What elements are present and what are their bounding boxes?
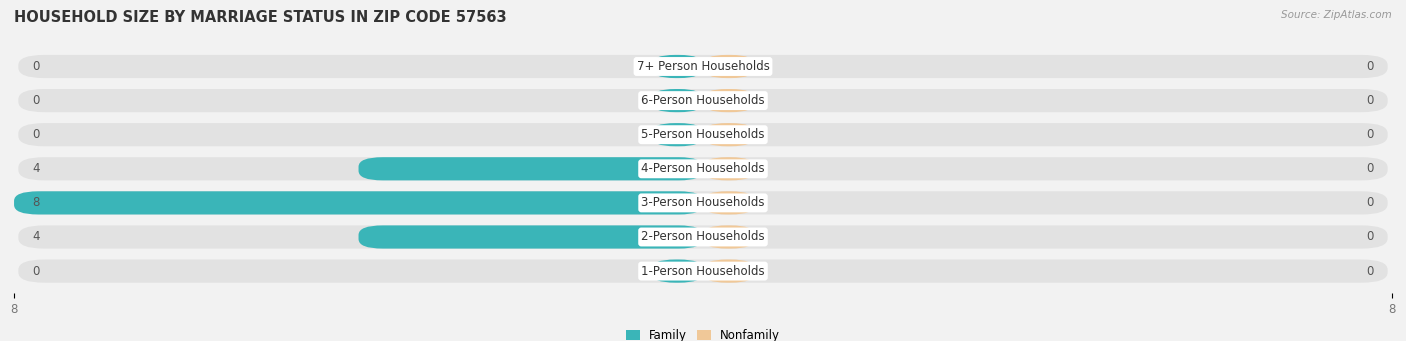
FancyBboxPatch shape [703,157,755,180]
Text: 3-Person Households: 3-Person Households [641,196,765,209]
FancyBboxPatch shape [651,89,703,112]
Text: 4: 4 [32,162,39,175]
Text: 6-Person Households: 6-Person Households [641,94,765,107]
Text: 0: 0 [1367,128,1374,141]
FancyBboxPatch shape [18,89,1388,112]
Text: Source: ZipAtlas.com: Source: ZipAtlas.com [1281,10,1392,20]
Text: 0: 0 [32,60,39,73]
FancyBboxPatch shape [651,123,703,146]
Legend: Family, Nonfamily: Family, Nonfamily [626,329,780,341]
Text: 4-Person Households: 4-Person Households [641,162,765,175]
Text: 0: 0 [32,128,39,141]
FancyBboxPatch shape [703,260,755,283]
FancyBboxPatch shape [703,225,755,249]
FancyBboxPatch shape [703,191,755,214]
Text: 0: 0 [1367,94,1374,107]
FancyBboxPatch shape [18,55,1388,78]
Text: 0: 0 [1367,231,1374,243]
FancyBboxPatch shape [18,225,1388,249]
FancyBboxPatch shape [703,89,755,112]
Text: 0: 0 [1367,196,1374,209]
FancyBboxPatch shape [703,55,755,78]
Text: 2-Person Households: 2-Person Households [641,231,765,243]
Text: 0: 0 [1367,162,1374,175]
FancyBboxPatch shape [18,191,1388,214]
FancyBboxPatch shape [14,191,703,214]
Text: 0: 0 [32,265,39,278]
FancyBboxPatch shape [18,123,1388,146]
FancyBboxPatch shape [703,123,755,146]
Text: 8: 8 [32,196,39,209]
Text: 1-Person Households: 1-Person Households [641,265,765,278]
FancyBboxPatch shape [651,55,703,78]
FancyBboxPatch shape [359,225,703,249]
Text: 7+ Person Households: 7+ Person Households [637,60,769,73]
FancyBboxPatch shape [18,260,1388,283]
FancyBboxPatch shape [359,157,703,180]
Text: 0: 0 [1367,265,1374,278]
Text: 0: 0 [32,94,39,107]
Text: HOUSEHOLD SIZE BY MARRIAGE STATUS IN ZIP CODE 57563: HOUSEHOLD SIZE BY MARRIAGE STATUS IN ZIP… [14,10,506,25]
FancyBboxPatch shape [18,157,1388,180]
Text: 5-Person Households: 5-Person Households [641,128,765,141]
Text: 0: 0 [1367,60,1374,73]
Text: 4: 4 [32,231,39,243]
FancyBboxPatch shape [651,260,703,283]
